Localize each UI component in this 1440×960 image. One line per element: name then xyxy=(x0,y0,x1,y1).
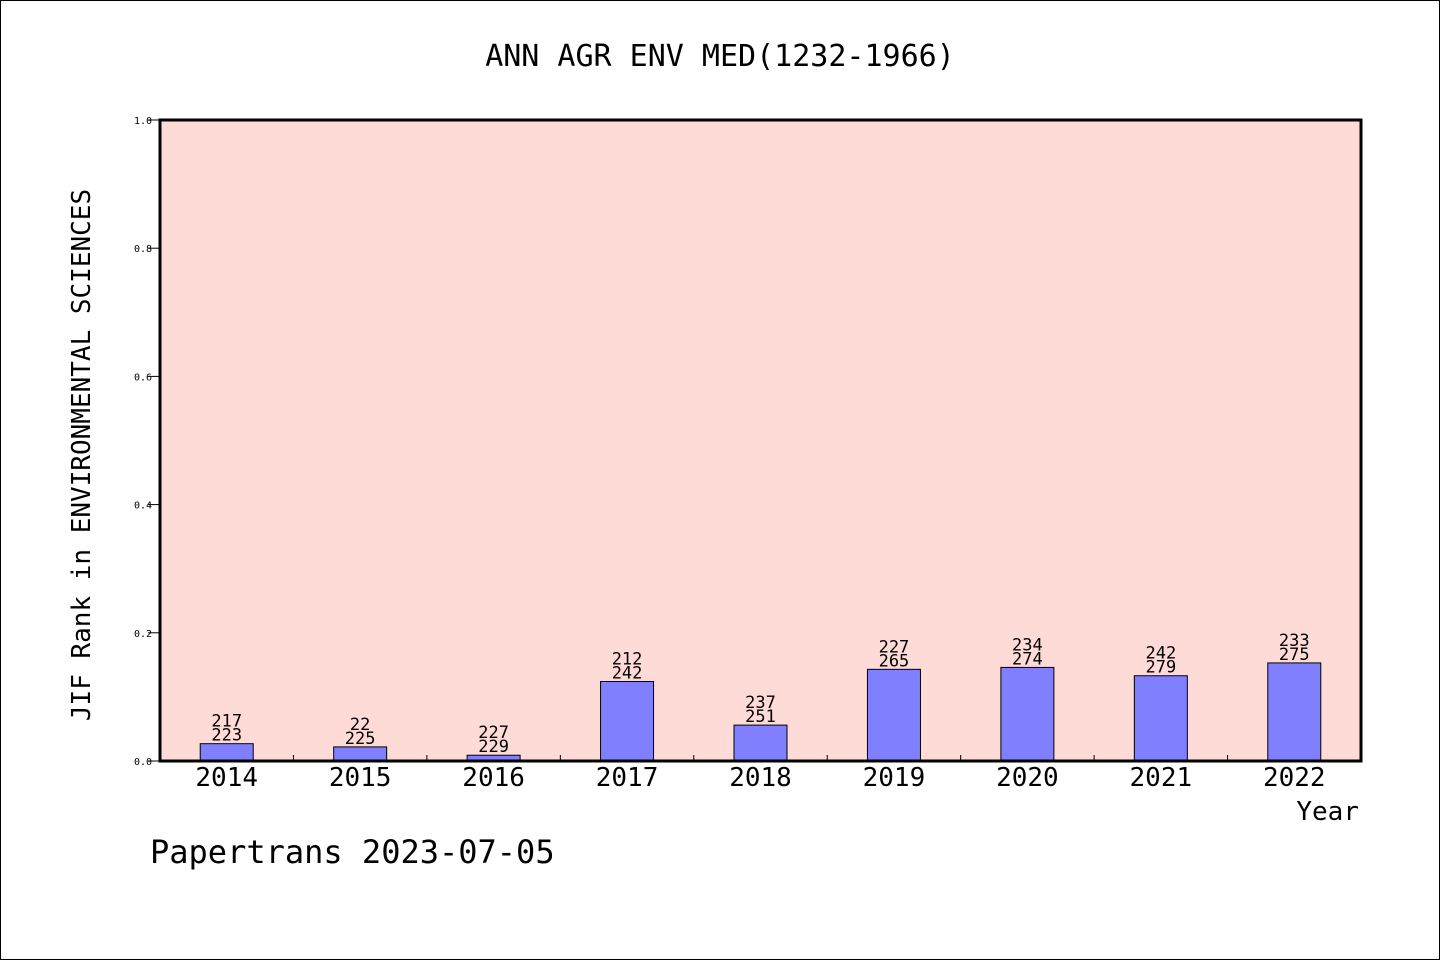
bar-total-label: 229 xyxy=(478,737,509,757)
bar-rank-label: 212 xyxy=(612,650,643,670)
y-tick-label: 0.2 xyxy=(134,629,152,640)
bar-total-label: 225 xyxy=(345,729,376,749)
bar-2015 xyxy=(333,746,388,762)
bar-rank-label: 227 xyxy=(879,637,910,657)
bar-2014 xyxy=(199,743,254,762)
chart-title: ANN AGR ENV MED(1232-1966) xyxy=(485,39,955,74)
bar-total-label: 223 xyxy=(211,726,242,746)
bar-total-label: 274 xyxy=(1012,649,1043,669)
plot-border xyxy=(158,118,1363,763)
bar-rank-label: 233 xyxy=(1279,631,1310,651)
x-tick-label: 2019 xyxy=(863,763,926,793)
y-axis-ticks: 0.0 0.2 0.4 0.6 0.8 1.0 xyxy=(134,116,160,768)
x-tick-label: 2020 xyxy=(996,763,1059,793)
bar-rank-label: 227 xyxy=(478,723,509,743)
y-axis-label: JIF Rank in ENVIRONMENTAL SCIENCES xyxy=(67,189,97,721)
bar-total-label: 265 xyxy=(879,651,910,671)
bar-rank-label: 217 xyxy=(211,712,242,732)
x-tick-label: 2016 xyxy=(462,763,525,793)
bar-rank-label: 242 xyxy=(1145,644,1176,664)
bar-rank-label: 237 xyxy=(745,693,776,713)
x-tick-label: 2014 xyxy=(195,763,258,793)
bar-total-label: 279 xyxy=(1145,658,1176,678)
bar-2020 xyxy=(1000,666,1055,762)
x-tick-label: 2021 xyxy=(1130,763,1193,793)
x-tick-label: 2015 xyxy=(329,763,392,793)
plot-area xyxy=(160,120,1361,761)
y-tick-label: 0.0 xyxy=(134,757,152,768)
y-tick-label: 0.4 xyxy=(134,501,152,512)
x-tick-label: 2017 xyxy=(596,763,659,793)
x-tick-label: 2018 xyxy=(729,763,792,793)
bar-rank-label: 22 xyxy=(350,715,370,735)
bar-total-label: 242 xyxy=(612,664,643,684)
x-axis-ticks: 2014 2015 2016 2017 2018 2019 2020 2021 2022 xyxy=(195,755,1326,793)
bar-2019 xyxy=(866,668,921,762)
watermark-text: Papertrans 2023-07-05 xyxy=(150,833,555,871)
bar-2021 xyxy=(1133,675,1188,762)
bar-2017 xyxy=(600,681,655,762)
bar-total-label: 275 xyxy=(1279,645,1310,665)
bar-2022 xyxy=(1267,662,1322,762)
y-tick-label: 1.0 xyxy=(134,116,152,127)
y-tick-label: 0.6 xyxy=(134,372,152,383)
bar-rank-label: 234 xyxy=(1012,635,1043,655)
x-tick-label: 2022 xyxy=(1263,763,1326,793)
y-tick-label: 0.8 xyxy=(134,244,152,255)
x-axis-label: Year xyxy=(1296,797,1359,827)
bar-total-label: 251 xyxy=(745,707,776,727)
bar-2018 xyxy=(733,724,788,762)
